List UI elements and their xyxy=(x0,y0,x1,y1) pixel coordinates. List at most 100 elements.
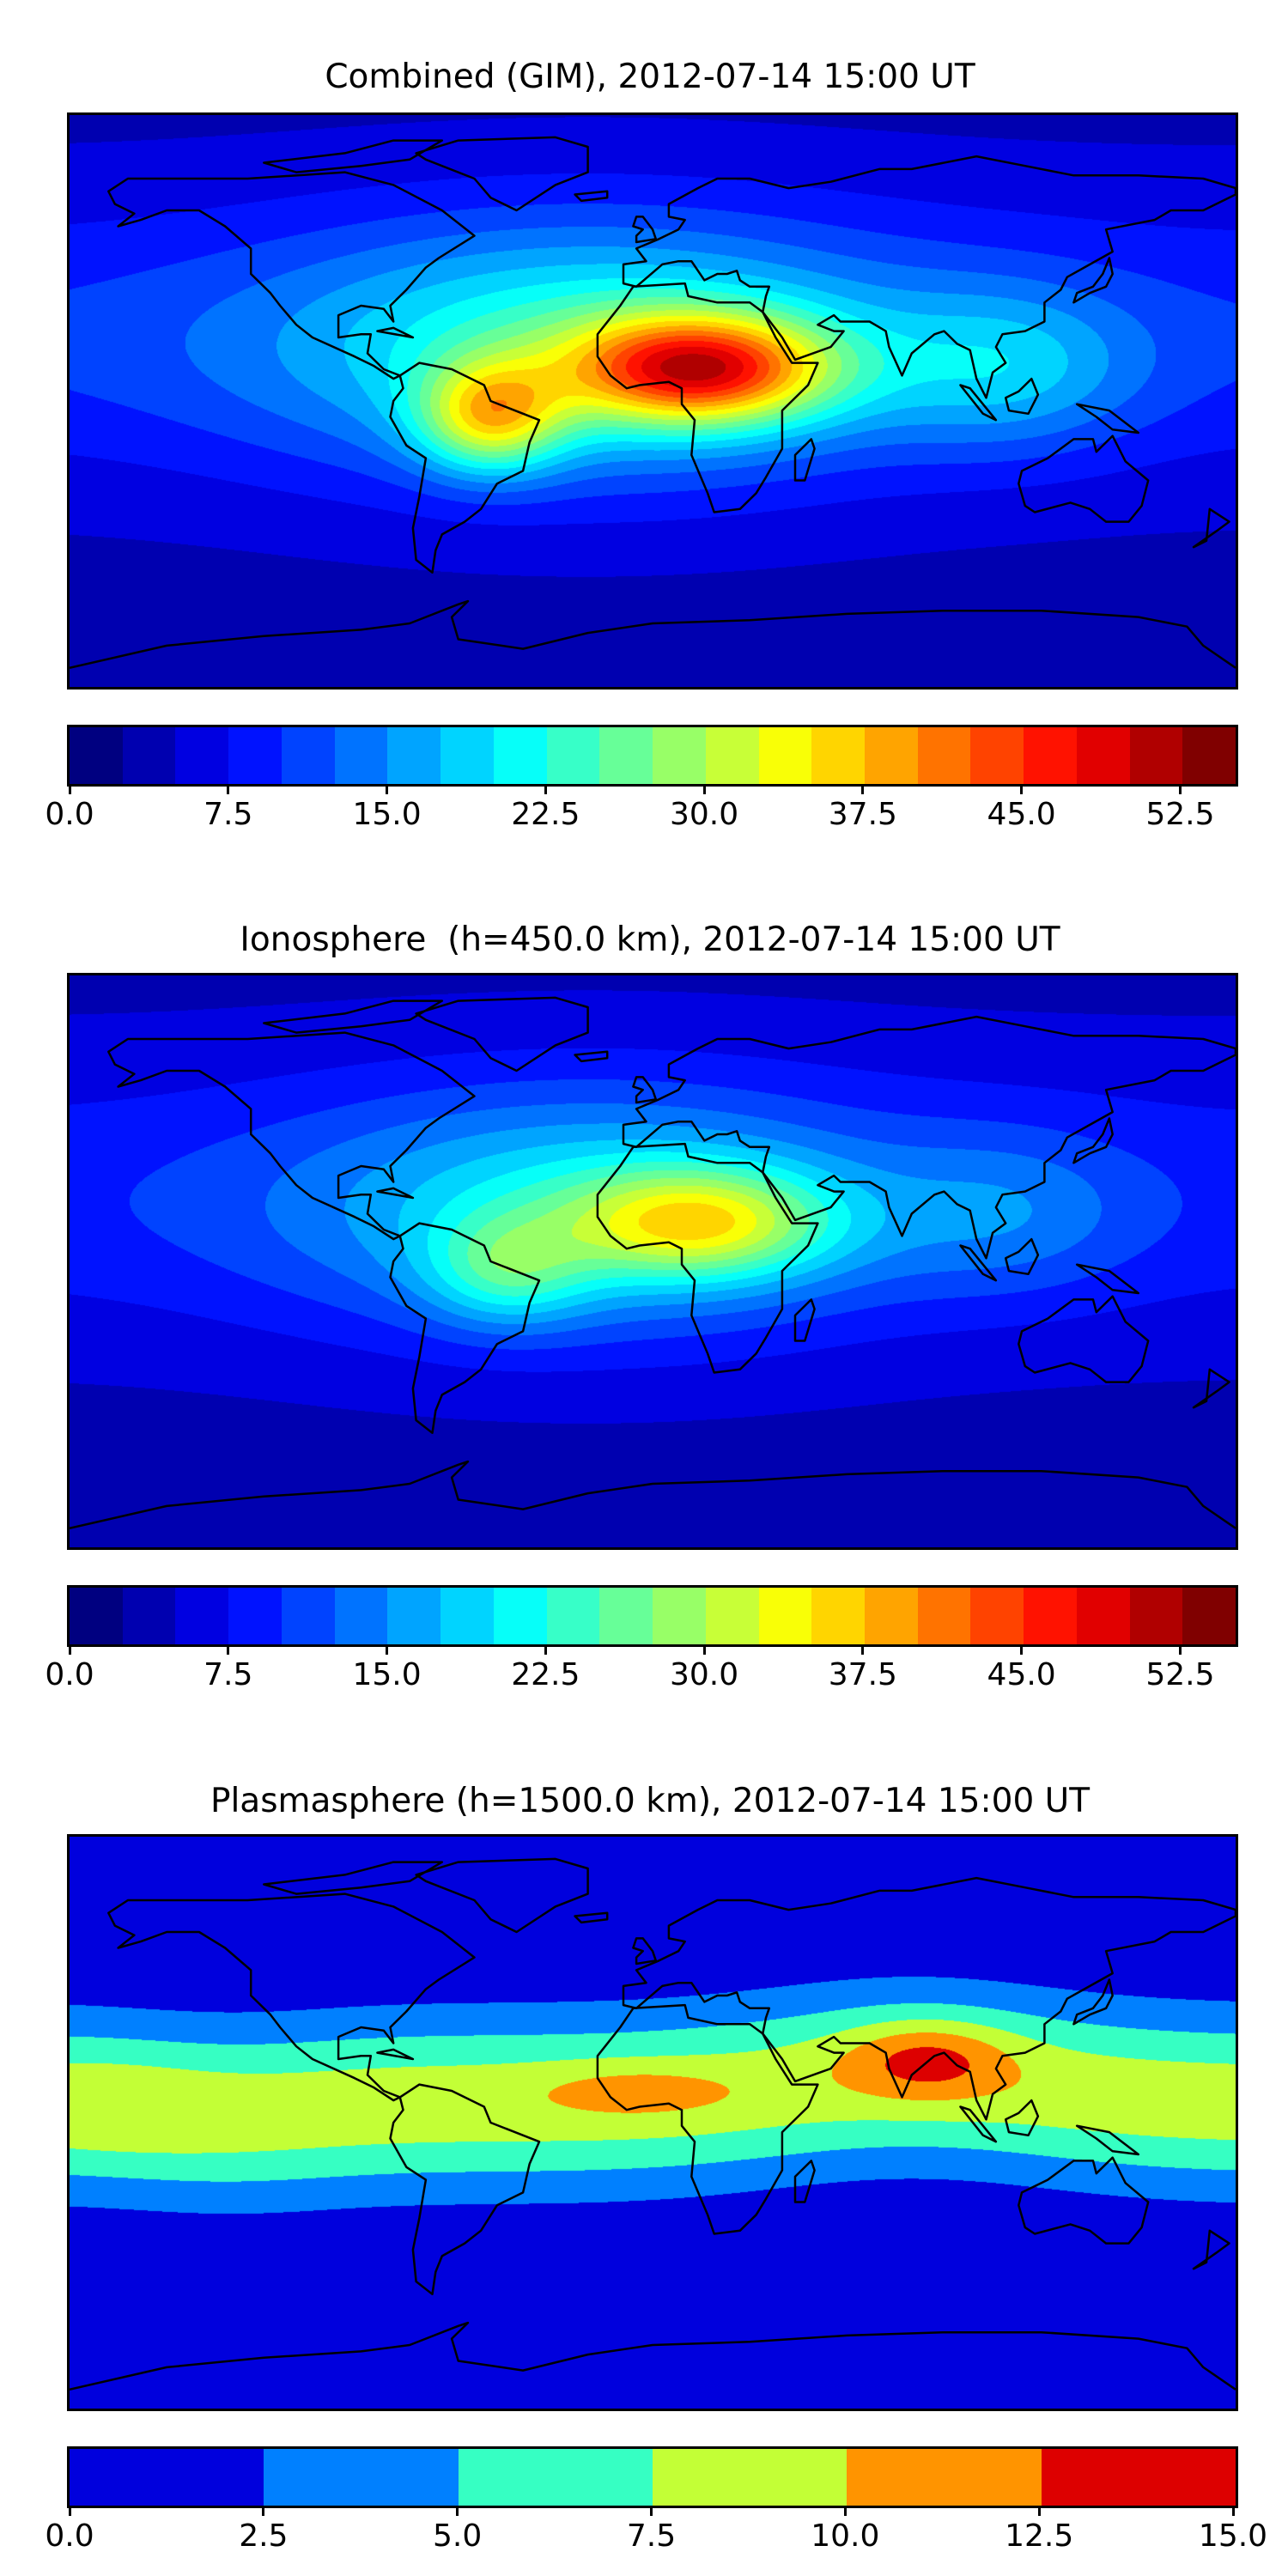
colorbar-segment xyxy=(1182,1588,1236,1644)
coastline-north-america xyxy=(107,1031,476,1241)
colorbar-tick-label: 52.5 xyxy=(1145,797,1215,832)
colorbar-segment xyxy=(70,1588,123,1644)
colorbar-tick-label: 2.5 xyxy=(239,2518,289,2554)
coastline-japan xyxy=(1072,257,1114,304)
colorbar-segment xyxy=(653,727,706,784)
colorbar-tick xyxy=(386,1644,389,1655)
colorbar-segment xyxy=(387,727,441,784)
coastline-japan xyxy=(1072,1978,1114,2026)
colorbar-segment xyxy=(228,1588,282,1644)
colorbar-tick xyxy=(1020,784,1024,794)
colorbar-ionosphere xyxy=(67,1585,1238,1647)
coastline-new-zealand xyxy=(1192,2229,1230,2270)
colorbar-segment xyxy=(334,727,388,784)
colorbar-tick-label: 52.5 xyxy=(1145,1657,1215,1692)
coastline-antarctica xyxy=(70,1460,1236,1530)
colorbar-tick xyxy=(386,784,389,794)
colorbar-tick-label: 7.5 xyxy=(626,2518,677,2554)
coastline-new-guinea xyxy=(1075,403,1140,434)
colorbar-segment xyxy=(70,727,123,784)
colorbar-segment xyxy=(122,727,176,784)
coastline-iceland xyxy=(574,1050,609,1063)
colorbar-tick xyxy=(68,1644,71,1655)
coastline-cuba xyxy=(376,326,415,339)
coastline-australia xyxy=(1018,2156,1150,2245)
colorbar-tick xyxy=(262,2506,265,2516)
coastline-sumatra xyxy=(959,2105,998,2143)
colorbar-segment xyxy=(122,1588,176,1644)
colorbar-tick xyxy=(227,1644,230,1655)
colorbar-segment xyxy=(1129,727,1183,784)
coastline-borneo xyxy=(1004,2099,1040,2137)
colorbar-combined xyxy=(67,725,1238,787)
coastline-new-zealand xyxy=(1192,1368,1230,1409)
coastline-south-america xyxy=(389,1222,541,1435)
panel-title: Combined (GIM), 2012-07-14 15:00 UT xyxy=(325,58,975,96)
colorbar-segment xyxy=(387,1588,441,1644)
panel-title: Ionosphere (h=450.0 km), 2012-07-14 15:0… xyxy=(240,920,1060,959)
colorbar-tick xyxy=(68,2506,71,2516)
colorbar-segment xyxy=(705,727,759,784)
colorbar-segment xyxy=(653,1588,706,1644)
colorbar-segment xyxy=(458,2449,653,2506)
coastline-madagascar xyxy=(793,2160,816,2203)
colorbar-segment xyxy=(652,2449,848,2506)
colorbar-segment xyxy=(599,727,653,784)
colorbar-segment xyxy=(758,1588,812,1644)
colorbar-tick xyxy=(1020,1644,1024,1655)
colorbar-tick xyxy=(702,1644,706,1655)
colorbar-segment xyxy=(705,1588,759,1644)
contour-field xyxy=(70,115,1236,687)
colorbar-tick-label: 37.5 xyxy=(828,1657,897,1692)
coastlines xyxy=(70,1857,1236,2391)
colorbar-segment xyxy=(70,2449,264,2506)
colorbar-segment xyxy=(1041,2449,1236,2506)
colorbar-tick xyxy=(861,784,865,794)
colorbar-tick-label: 7.5 xyxy=(204,797,253,832)
colorbar-segment xyxy=(1024,1588,1077,1644)
coastline-new-guinea xyxy=(1075,1263,1140,1295)
colorbar-segment xyxy=(599,1588,653,1644)
coastline-antarctica xyxy=(70,2321,1236,2391)
colorbar-segment xyxy=(917,1588,971,1644)
colorbar-segment xyxy=(546,727,600,784)
coastline-madagascar xyxy=(793,438,816,482)
colorbar-segment xyxy=(1076,1588,1130,1644)
coastline-sumatra xyxy=(959,384,998,422)
map-plasmasphere xyxy=(67,1834,1238,2411)
colorbar-tick-label: 45.0 xyxy=(987,797,1056,832)
contour-field xyxy=(70,1837,1236,2409)
coastline-uk xyxy=(632,1076,658,1104)
coastline-africa xyxy=(596,2003,819,2235)
colorbar-tick-label: 0.0 xyxy=(45,2518,94,2554)
colorbar-segment xyxy=(281,727,335,784)
coastline-iceland xyxy=(574,190,609,203)
coastline-arctic-islands xyxy=(263,1861,444,1895)
colorbar-segment xyxy=(917,727,971,784)
colorbar-segment xyxy=(175,1588,229,1644)
colorbar-segment xyxy=(847,2449,1042,2506)
coastlines xyxy=(70,136,1236,670)
colorbar-segment xyxy=(811,1588,866,1644)
coastline-sumatra xyxy=(959,1244,998,1282)
colorbar-segment xyxy=(281,1588,335,1644)
contour-field xyxy=(70,975,1236,1547)
coastline-uk xyxy=(632,216,658,244)
coastline-cuba xyxy=(376,1187,415,1200)
colorbar-tick-label: 10.0 xyxy=(811,2518,880,2554)
coastline-south-america xyxy=(389,2083,541,2296)
colorbar-segment xyxy=(175,727,229,784)
coastline-eurasia xyxy=(622,1015,1236,1260)
coastline-australia xyxy=(1018,1295,1150,1383)
map-ionosphere xyxy=(67,973,1238,1550)
colorbar-tick xyxy=(68,784,71,794)
colorbar-segment xyxy=(440,727,494,784)
colorbar-tick xyxy=(1178,784,1182,794)
colorbar-tick-label: 37.5 xyxy=(828,797,897,832)
coastline-eurasia xyxy=(622,1876,1236,2121)
colorbar-segment xyxy=(1076,727,1130,784)
colorbar-segment xyxy=(865,727,918,784)
colorbar-tick-label: 0.0 xyxy=(45,1657,94,1692)
coastline-africa xyxy=(596,282,819,513)
coastline-madagascar xyxy=(793,1298,816,1342)
